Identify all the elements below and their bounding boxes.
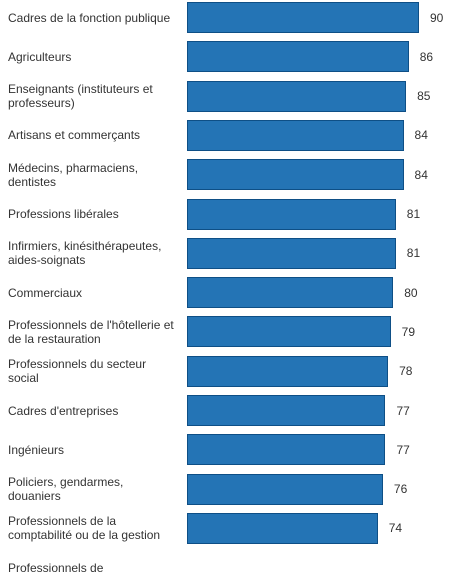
bar [187, 119, 404, 151]
category-label: Professionnels de la comptabilité ou de … [8, 514, 161, 543]
bar [187, 434, 386, 466]
value-label: 78 [399, 364, 413, 379]
bar [187, 277, 394, 309]
category-label: Professionnels de l'hôtellerie et de la … [8, 317, 174, 346]
value-label: 76 [393, 482, 408, 497]
category-label: Cadres d'entreprises [8, 403, 119, 418]
bar [187, 395, 386, 426]
bar [187, 41, 409, 73]
bar-chart: Cadres de la fonction publique 90 Agricult… [8, 2, 444, 575]
category-label: Commerciaux [8, 285, 83, 300]
category-label: Artisans et commerçants [8, 128, 141, 143]
bar [187, 237, 396, 269]
value-label: 84 [414, 128, 428, 143]
value-label: 85 [417, 89, 431, 104]
value-label: 90 [430, 10, 444, 25]
value-label: 80 [404, 285, 418, 300]
category-label: Policiers, gendarmes, douaniers [8, 475, 124, 504]
category-label: Professionnels de [8, 560, 104, 575]
value-label: 79 [401, 324, 415, 339]
bar [187, 473, 383, 505]
value-label: 77 [396, 442, 410, 457]
value-label: 84 [414, 167, 428, 182]
category-label: Ingénieurs [8, 442, 65, 457]
category-label: Infirmiers, kinésithérapeutes, aides-soi… [8, 239, 162, 268]
bar [187, 2, 419, 33]
bar [187, 159, 404, 191]
value-label: 81 [406, 246, 421, 261]
value-label: 86 [419, 49, 434, 64]
category-label: Cadres de la fonction publique [8, 10, 171, 25]
value-label: 77 [396, 403, 410, 418]
value-label: 74 [388, 521, 403, 536]
bar [187, 198, 396, 230]
category-label: Professions libérales [8, 207, 119, 221]
category-label: Professionnels du secteur social [8, 357, 147, 386]
value-label: 81 [406, 207, 421, 221]
bar [187, 512, 378, 544]
bar [187, 355, 389, 387]
category-label: Enseignants (instituteurs et professeurs… [8, 82, 153, 111]
bar [187, 316, 391, 348]
category-label: Médecins, pharmaciens, dentistes [8, 160, 139, 189]
category-label: Agriculteurs [8, 49, 72, 64]
bar [187, 80, 407, 112]
